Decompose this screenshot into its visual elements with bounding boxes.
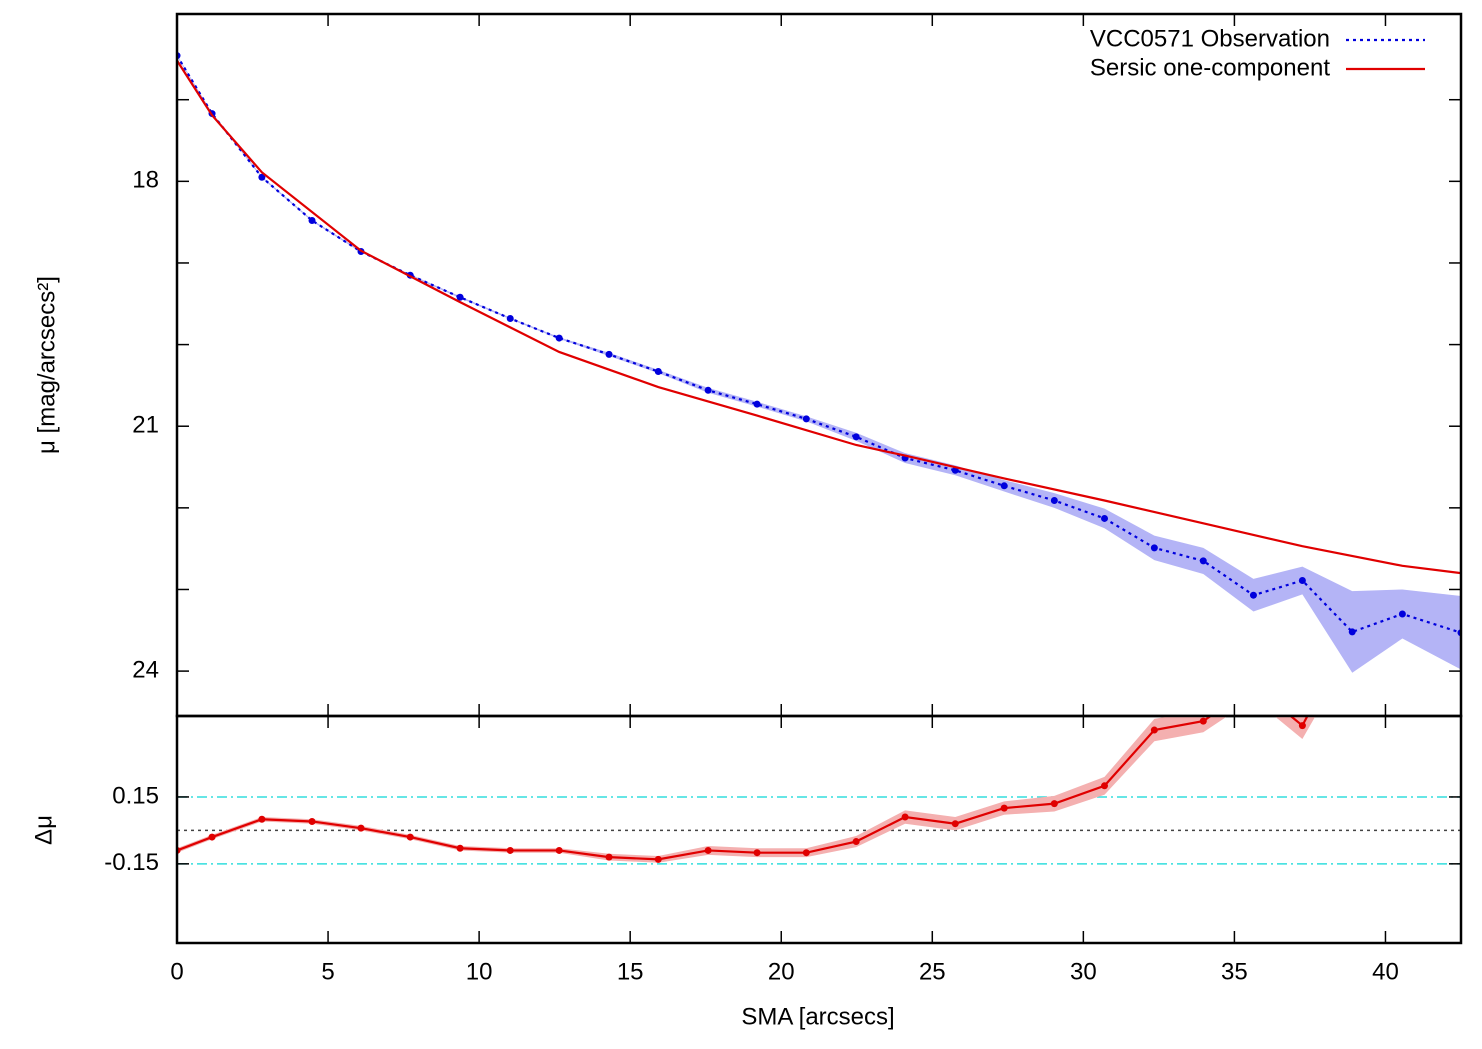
x-tick-label: 30 [1070,958,1097,985]
plot-area [177,52,1461,673]
data-point [1101,782,1109,790]
data-point [555,846,563,854]
series-line [177,55,1461,634]
data-point [1298,576,1306,584]
data-point [753,400,761,408]
data-point [951,820,959,828]
data-point [802,415,810,423]
data-point [1250,682,1257,689]
data-point [704,846,712,854]
x-tick-label: 0 [170,958,183,985]
y-axis-label: Δμ [30,815,57,845]
error-band [177,716,1316,863]
plot-frame [175,12,1463,718]
data-point [1150,544,1158,552]
data-point [753,849,761,857]
data-point [1199,717,1207,725]
data-point [258,173,266,181]
x-tick-label: 40 [1372,958,1399,985]
data-point [1199,557,1207,565]
data-point [1249,591,1257,599]
data-point [1298,722,1306,730]
data-point [605,853,613,861]
x-tick-label: 15 [617,958,644,985]
data-point [654,368,662,376]
data-point [852,838,860,846]
data-point [308,217,316,225]
data-point [208,833,216,841]
data-point [802,849,810,857]
x-tick-label: 25 [919,958,946,985]
data-point [605,350,613,358]
data-point [901,813,909,821]
plot-area [177,682,1461,865]
data-point [506,314,514,322]
error-band [177,54,1461,673]
x-tick-label: 10 [466,958,493,985]
legend-label: Sersic one-component [1090,54,1330,81]
series-line [177,716,1309,861]
data-point [654,855,662,863]
data-point [308,817,316,825]
data-point [456,844,464,852]
y-axis-label: μ [mag/arcsecs²] [33,276,60,454]
data-point [456,293,464,301]
data-point [506,846,514,854]
data-point [1000,804,1008,812]
data-point [1398,610,1406,618]
y-tick-label: 0.15 [112,782,159,809]
data-point [258,815,266,823]
x-axis-label: SMA [arcsecs] [741,1003,894,1030]
y-tick-label: 21 [132,412,159,439]
data-point [1150,726,1158,734]
y-tick-label: 18 [132,167,159,194]
x-tick-label: 35 [1221,958,1248,985]
series-line [177,59,1461,575]
y-tick-label: 24 [132,656,159,683]
y-tick-label: -0.15 [104,849,159,876]
data-point [357,824,365,832]
data-point [1348,628,1356,636]
data-point [1050,800,1058,808]
data-point [704,386,712,394]
data-point [555,334,563,342]
data-point [852,433,860,441]
legend-label: VCC0571 Observation [1090,25,1330,52]
x-tick-label: 20 [768,958,795,985]
plot-frame [175,714,1463,945]
data-point [1000,482,1008,490]
x-tick-label: 5 [321,958,334,985]
data-point [1399,693,1406,700]
data-point [1050,497,1058,505]
data-point [1101,514,1109,522]
data-point [406,833,414,841]
